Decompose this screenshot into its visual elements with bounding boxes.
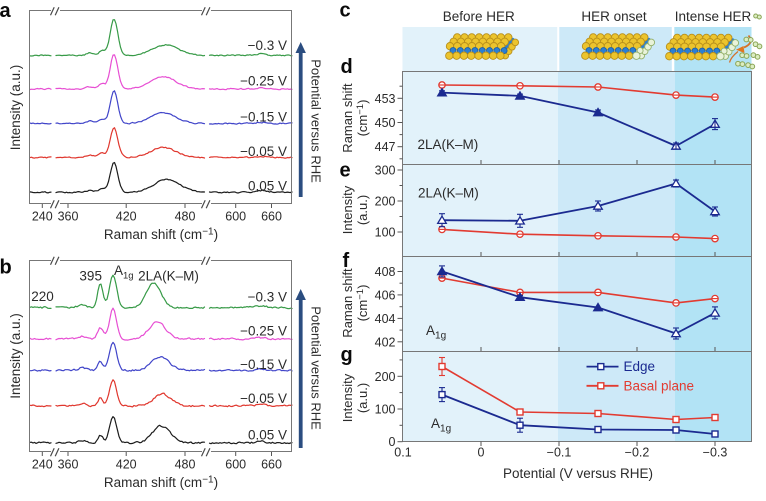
svg-text:Intensity (a.u.): Intensity (a.u.) — [8, 65, 23, 151]
svg-text:a: a — [0, 0, 12, 22]
svg-text:Potential versus RHE: Potential versus RHE — [309, 59, 324, 183]
svg-text:600: 600 — [225, 458, 246, 472]
svg-text:Intensity (a.u.): Intensity (a.u.) — [8, 313, 23, 399]
svg-text:Raman shift (cm−1): Raman shift (cm−1) — [104, 227, 218, 243]
svg-text:480: 480 — [175, 458, 196, 472]
svg-text:420: 420 — [116, 458, 137, 472]
svg-text:Before HER: Before HER — [443, 9, 515, 24]
svg-text:d: d — [341, 56, 353, 78]
svg-text:395: 395 — [79, 269, 102, 284]
svg-text:2LA(K–M): 2LA(K–M) — [418, 137, 479, 152]
svg-text:−0.25 V: −0.25 V — [240, 73, 287, 88]
svg-text:660: 660 — [261, 210, 282, 224]
svg-text:2LA(K–M): 2LA(K–M) — [138, 269, 199, 284]
svg-text:2LA(K–M): 2LA(K–M) — [418, 186, 479, 201]
svg-text:Potential versus RHE: Potential versus RHE — [309, 306, 324, 430]
svg-text:450: 450 — [375, 116, 396, 130]
svg-text:HER onset: HER onset — [581, 9, 647, 24]
svg-text:402: 402 — [375, 335, 396, 349]
svg-text:Intensity: Intensity — [340, 373, 355, 422]
svg-text:(a.u.): (a.u.) — [355, 195, 370, 225]
svg-text:Basal plane: Basal plane — [624, 378, 695, 393]
svg-text:200: 200 — [375, 370, 396, 384]
svg-text:408: 408 — [375, 265, 396, 279]
svg-text:0.1: 0.1 — [394, 446, 411, 460]
svg-text:Edge: Edge — [624, 359, 656, 374]
svg-text:Raman shift (cm−1): Raman shift (cm−1) — [104, 475, 218, 491]
svg-text:0: 0 — [389, 435, 396, 449]
svg-text:360: 360 — [58, 210, 79, 224]
svg-text:600: 600 — [225, 210, 246, 224]
svg-text:−0.05 V: −0.05 V — [240, 144, 287, 159]
svg-text:f: f — [343, 250, 350, 272]
svg-text:300: 300 — [375, 164, 396, 178]
svg-text:240: 240 — [32, 458, 53, 472]
svg-text:420: 420 — [116, 210, 137, 224]
svg-text:660: 660 — [261, 458, 282, 472]
svg-text:−0.05 V: −0.05 V — [240, 391, 287, 406]
svg-text:100: 100 — [375, 226, 396, 240]
svg-text:g: g — [341, 344, 353, 366]
svg-text:447: 447 — [375, 140, 396, 154]
svg-text:220: 220 — [31, 289, 54, 304]
svg-text:c: c — [340, 0, 351, 22]
svg-text:−0.15 V: −0.15 V — [240, 110, 287, 125]
svg-text:100: 100 — [375, 403, 396, 417]
svg-text:−0.3 V: −0.3 V — [248, 290, 287, 305]
svg-text:480: 480 — [175, 210, 196, 224]
svg-text:Intensity: Intensity — [340, 185, 355, 234]
svg-text:−0.25 V: −0.25 V — [240, 324, 287, 339]
svg-text:240: 240 — [32, 210, 53, 224]
svg-text:Intense HER: Intense HER — [675, 9, 752, 24]
svg-text:0: 0 — [478, 446, 485, 460]
svg-text:0.05 V: 0.05 V — [248, 427, 287, 442]
svg-text:404: 404 — [375, 312, 396, 326]
svg-text:−0.1: −0.1 — [547, 446, 572, 460]
svg-text:−0.3: −0.3 — [703, 446, 728, 460]
svg-text:360: 360 — [58, 458, 79, 472]
svg-text:Raman shift: Raman shift — [340, 268, 355, 338]
svg-text:e: e — [340, 160, 351, 182]
svg-text:200: 200 — [375, 195, 396, 209]
svg-text:(a.u.): (a.u.) — [355, 383, 370, 413]
svg-text:−0.2: −0.2 — [625, 446, 650, 460]
svg-text:b: b — [0, 257, 12, 279]
svg-text:406: 406 — [375, 288, 396, 302]
svg-text:−0.15 V: −0.15 V — [240, 357, 287, 372]
svg-text:0.05 V: 0.05 V — [248, 179, 287, 194]
svg-text:Raman shift: Raman shift — [340, 83, 355, 153]
svg-text:Potential (V versus RHE): Potential (V versus RHE) — [503, 466, 653, 481]
svg-text:−0.3 V: −0.3 V — [248, 38, 287, 53]
svg-text:453: 453 — [375, 92, 396, 106]
